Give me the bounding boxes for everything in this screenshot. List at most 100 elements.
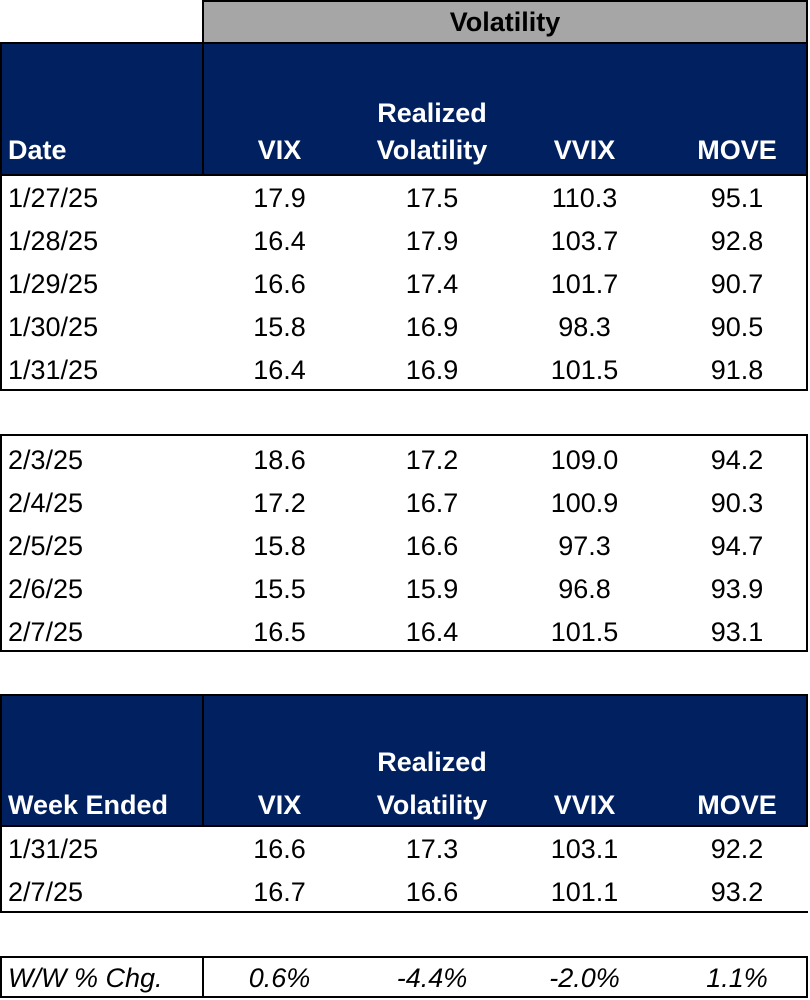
table-row: 1/27/25 17.9 17.5 110.3 95.1: [2, 176, 806, 220]
cell-move: 95.1: [710, 183, 764, 213]
cell-vix: 16.6: [253, 269, 306, 299]
header-move: MOVE: [697, 135, 777, 165]
cell-realized: 16.6: [405, 531, 459, 561]
cell-date: 1/30/25: [8, 312, 99, 342]
cell-date: 1/31/25: [8, 834, 99, 864]
header-date: Date: [8, 135, 67, 165]
cell-vix: 16.5: [253, 617, 306, 647]
table-row: 1/29/25 16.6 17.4 101.7 90.7: [2, 262, 806, 306]
cell-date: 2/6/25: [8, 574, 84, 604]
cell-vvix: 100.9: [550, 488, 619, 518]
change-move: 1.1%: [706, 963, 768, 993]
table-row: 2/5/25 15.8 16.6 97.3 94.7: [2, 524, 806, 568]
header-realized-line1: Realized: [377, 747, 487, 777]
cell-move: 93.1: [710, 617, 764, 647]
table-row: 1/31/25 16.4 16.9 101.5 91.8: [2, 348, 806, 392]
cell-move: 90.5: [710, 312, 764, 342]
cell-vvix: 101.5: [550, 617, 619, 647]
cell-vix: 16.4: [253, 226, 306, 256]
change-vix: 0.6%: [248, 963, 311, 993]
cell-date: 2/7/25: [8, 877, 84, 907]
table-row: 1/30/25 15.8 16.9 98.3 90.5: [2, 305, 806, 349]
cell-realized: 16.7: [405, 488, 459, 518]
cell-move: 94.2: [710, 445, 764, 475]
cell-realized: 16.6: [405, 877, 459, 907]
title-text: Volatility: [449, 6, 561, 37]
cell-vix: 17.2: [253, 488, 306, 518]
change-realized: -4.4%: [396, 963, 468, 993]
cell-vvix: 103.1: [550, 834, 619, 864]
cell-vix: 17.9: [253, 183, 306, 213]
cell-vix: 16.7: [253, 877, 306, 907]
table-row: 2/3/25 18.6 17.2 109.0 94.2: [2, 438, 806, 482]
cell-vix: 16.4: [253, 355, 306, 385]
cell-vix: 16.6: [253, 834, 306, 864]
cell-vvix: 97.3: [558, 531, 611, 561]
header-week-ended: Week Ended: [8, 790, 169, 820]
cell-realized: 17.3: [405, 834, 459, 864]
cell-date: 2/3/25: [8, 445, 84, 475]
column-divider: [202, 44, 204, 174]
cell-vix: 15.8: [253, 531, 306, 561]
week2-block: 2/3/25 18.6 17.2 109.0 94.2 2/4/25 17.2 …: [0, 434, 808, 652]
cell-date: 2/5/25: [8, 531, 84, 561]
cell-date: 1/28/25: [8, 226, 99, 256]
cell-move: 90.3: [710, 488, 764, 518]
column-divider: [202, 958, 204, 996]
table-row: 2/7/25 16.7 16.6 101.1 93.2: [2, 870, 808, 914]
cell-move: 93.2: [710, 877, 764, 907]
cell-realized: 17.2: [405, 445, 459, 475]
cell-realized: 16.9: [405, 355, 459, 385]
header-move: MOVE: [697, 790, 777, 820]
cell-move: 91.8: [710, 355, 764, 385]
change-label: W/W % Chg.: [8, 963, 163, 993]
header-vvix: VVIX: [553, 790, 616, 820]
cell-realized: 16.4: [405, 617, 459, 647]
table-row: 1/31/25 16.6 17.3 103.1 92.2: [2, 827, 808, 871]
header-vvix: VVIX: [553, 135, 616, 165]
cell-vvix: 98.3: [558, 312, 611, 342]
cell-realized: 16.9: [405, 312, 459, 342]
header-vix: VIX: [257, 790, 302, 820]
cell-realized: 15.9: [405, 574, 459, 604]
header-realized-line2: Volatility: [376, 135, 488, 165]
cell-date: 1/31/25: [8, 355, 99, 385]
cell-date: 1/27/25: [8, 183, 99, 213]
cell-date: 2/4/25: [8, 488, 84, 518]
cell-realized: 17.5: [405, 183, 459, 213]
cell-move: 90.7: [710, 269, 764, 299]
cell-vix: 18.6: [253, 445, 306, 475]
cell-move: 93.9: [710, 574, 764, 604]
table-row: 2/6/25 15.5 15.9 96.8 93.9: [2, 567, 806, 611]
cell-vvix: 110.3: [551, 183, 618, 213]
cell-vvix: 96.8: [558, 574, 611, 604]
cell-move: 94.7: [710, 531, 764, 561]
cell-date: 2/7/25: [8, 617, 84, 647]
cell-vvix: 109.0: [550, 445, 619, 475]
table-header: Date VIX Realized Volatility VVIX MOVE: [0, 42, 808, 176]
cell-realized: 17.4: [405, 269, 459, 299]
table-row: 1/28/25 16.4 17.9 103.7 92.8: [2, 219, 806, 263]
cell-vvix: 101.1: [550, 877, 619, 907]
cell-move: 92.2: [710, 834, 764, 864]
change-vvix: -2.0%: [549, 963, 620, 993]
table-row: 2/7/25 16.5 16.4 101.5 93.1: [2, 610, 806, 654]
cell-vix: 15.5: [253, 574, 306, 604]
header-vix: VIX: [257, 135, 302, 165]
header-realized-line1: Realized: [377, 98, 487, 128]
change-row: W/W % Chg. 0.6% -4.4% -2.0% 1.1%: [0, 956, 808, 998]
weekly-block: 1/31/25 16.6 17.3 103.1 92.2 2/7/25 16.7…: [0, 827, 808, 913]
table-row: 2/4/25 17.2 16.7 100.9 90.3: [2, 481, 806, 525]
table-title: Volatility: [202, 0, 808, 44]
column-divider: [202, 696, 204, 825]
cell-date: 1/29/25: [8, 269, 99, 299]
cell-vvix: 101.7: [550, 269, 619, 299]
cell-move: 92.8: [710, 226, 764, 256]
cell-vvix: 101.5: [550, 355, 619, 385]
cell-vvix: 103.7: [550, 226, 619, 256]
cell-vix: 15.8: [253, 312, 306, 342]
header-realized-line2: Volatility: [376, 790, 488, 820]
week1-block: 1/27/25 17.9 17.5 110.3 95.1 1/28/25 16.…: [0, 176, 808, 391]
weekly-header: Week Ended VIX Realized Volatility VVIX …: [0, 694, 808, 827]
cell-realized: 17.9: [405, 226, 459, 256]
